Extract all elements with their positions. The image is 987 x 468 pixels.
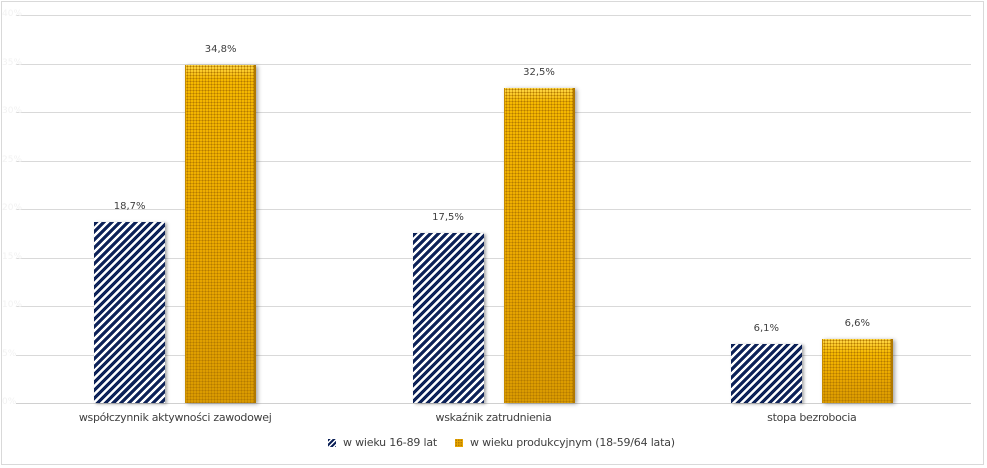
data-label: 6,1% (753, 322, 780, 334)
data-label: 6,6% (844, 317, 871, 329)
y-tick-label: 20% (2, 203, 23, 213)
legend-label: w wieku produkcyjnym (18-59/64 lata) (470, 436, 675, 449)
legend-label: w wieku 16-89 lat (343, 436, 437, 449)
y-tick-label: 0% (2, 397, 17, 407)
legend: w wieku 16-89 lat w wieku produkcyjnym (… (0, 436, 987, 452)
data-label: 18,7% (113, 200, 146, 212)
legend-item-series-2: w wieku produkcyjnym (18-59/64 lata) (455, 436, 675, 449)
x-tick-label: współczynnik aktywności zawodowej (78, 411, 272, 424)
x-axis-line (16, 403, 971, 404)
bar-1-1[interactable] (94, 221, 166, 403)
gridline (16, 15, 971, 16)
bar-1-3[interactable] (730, 343, 802, 403)
y-tick-label: 35% (2, 57, 23, 68)
legend-item-series-1: w wieku 16-89 lat (328, 436, 437, 449)
y-tick-label: 40% (2, 9, 23, 19)
bar-1-2[interactable] (412, 233, 484, 403)
gridline (16, 354, 971, 356)
y-tick-label: 30% (2, 106, 23, 116)
gridline (16, 63, 971, 65)
y-tick-label: 5% (2, 348, 17, 359)
y-tick-label: 25% (2, 154, 23, 165)
data-label: 32,5% (523, 66, 555, 78)
legend-swatch-icon (328, 438, 336, 447)
x-tick-label: wskaźnik zatrudnienia (435, 411, 552, 424)
gridline (16, 209, 971, 210)
bar-2-3[interactable] (821, 338, 893, 403)
x-tick-label: stopa bezrobocia (767, 411, 857, 424)
data-label: 17,5% (432, 212, 464, 224)
y-tick-label: 10% (2, 300, 23, 310)
plot-area: 0% 5% 10% 15% 20% 25% 30% 35% 40% 18,7% 34,8% 17,5%… (2, 9, 971, 407)
gridline (16, 160, 971, 162)
bar-2-1[interactable] (185, 65, 257, 403)
gridline (16, 112, 971, 113)
y-tick-label: 15% (2, 251, 23, 262)
gridline (16, 257, 971, 259)
data-label: 34,8% (204, 44, 237, 56)
bar-2-2[interactable] (503, 87, 575, 403)
gridline (16, 306, 971, 307)
legend-swatch-icon (455, 438, 463, 447)
